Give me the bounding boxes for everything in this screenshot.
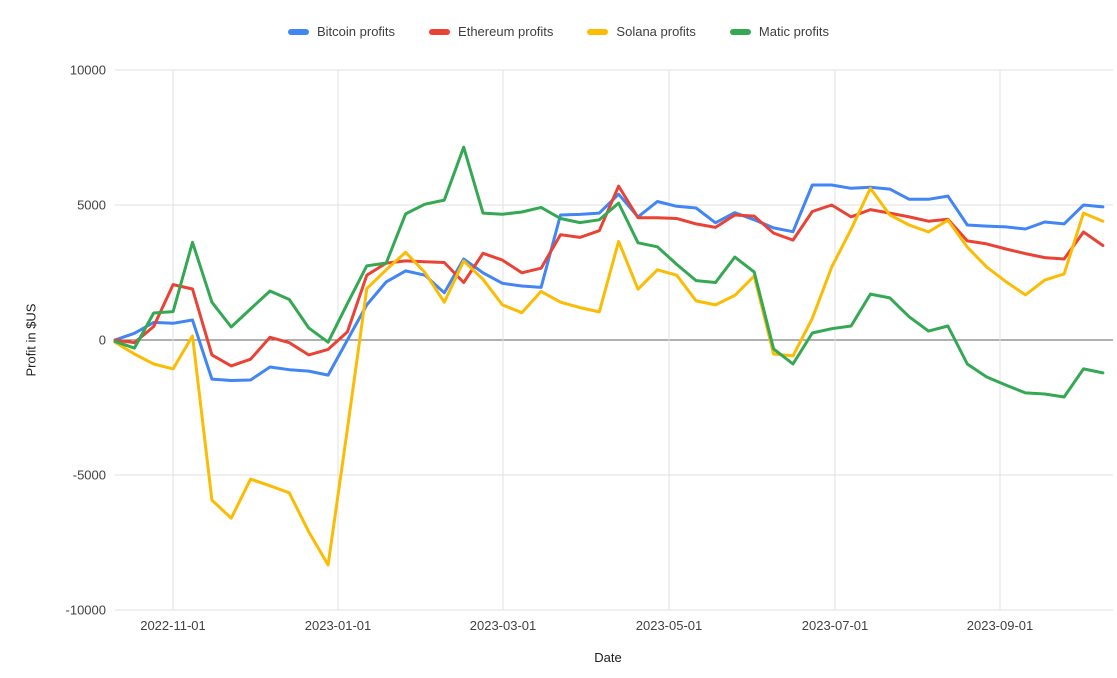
series-line-bitcoin-profits[interactable] (113, 183, 1105, 382)
legend-item-matic[interactable]: Matic profits (729, 24, 829, 40)
legend-label: Matic profits (758, 24, 829, 39)
y-tick-label--5000: -5000 (73, 468, 106, 483)
x-tick-label-2023-09-01: 2023-09-01 (967, 618, 1034, 633)
matic-series-marker (729, 29, 751, 35)
x-tick-label-2023-07-01: 2023-07-01 (802, 618, 869, 633)
legend-label: Ethereum profits (458, 24, 554, 39)
x-tick-label-2023-05-01: 2023-05-01 (636, 618, 703, 633)
y-tick-label-5000: 5000 (77, 198, 106, 213)
x-tick-label-2023-01-01: 2023-01-01 (305, 618, 372, 633)
legend-item-bitcoin[interactable]: Bitcoin profits (288, 24, 395, 40)
legend-item-ethereum[interactable]: Ethereum profits (429, 24, 553, 40)
legend-label: Bitcoin profits (317, 24, 396, 39)
legend-label: Solana profits (616, 24, 696, 39)
series-line-solana-profits[interactable] (113, 186, 1105, 567)
x-axis-title: Date (594, 650, 622, 665)
legend-item-solana[interactable]: Solana profits (587, 24, 696, 40)
x-tick-label-2023-03-01: 2023-03-01 (470, 618, 537, 633)
ethereum-series-marker (429, 29, 451, 35)
series-line-matic-profits[interactable] (113, 145, 1105, 399)
bitcoin-series-marker (288, 29, 309, 35)
y-tick-label--10000: -10000 (66, 603, 106, 618)
x-tick-label-2022-11-01: 2022-11-01 (140, 618, 206, 633)
y-axis-title: Profit in $US (23, 303, 39, 377)
legend: Bitcoin profits Ethereum profits Solana … (0, 24, 1117, 40)
series-line-ethereum-profits[interactable] (113, 184, 1105, 368)
y-tick-label-10000: 10000 (70, 63, 106, 78)
solana-series-marker (587, 29, 609, 35)
y-tick-label-0: 0 (99, 333, 106, 348)
